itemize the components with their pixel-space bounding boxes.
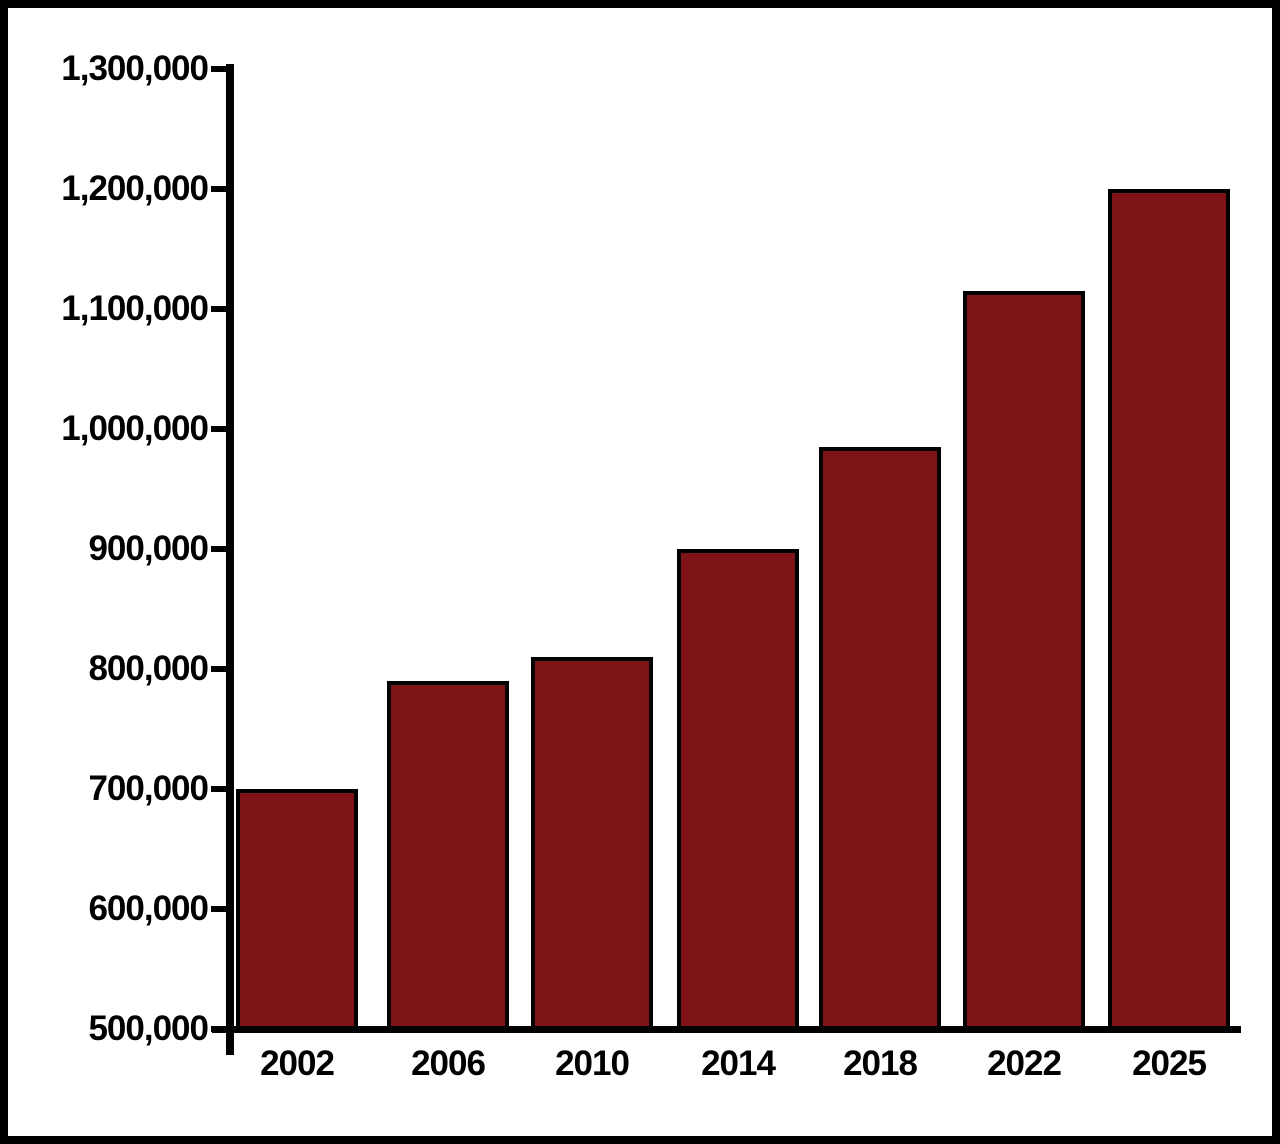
y-axis-tick-label: 500,000 bbox=[88, 1009, 209, 1048]
y-axis-tick-label: 1,300,000 bbox=[61, 49, 209, 88]
y-axis-tick-label: 800,000 bbox=[88, 649, 209, 688]
x-axis-label-2006: 2006 bbox=[411, 1044, 486, 1083]
y-axis-tick bbox=[211, 546, 229, 552]
bar-2025 bbox=[1108, 189, 1230, 1033]
y-axis-tick bbox=[211, 306, 229, 312]
y-axis-tick bbox=[211, 66, 229, 72]
bar-2006 bbox=[387, 681, 509, 1033]
x-axis-line bbox=[212, 1026, 1241, 1033]
x-axis-label-2018: 2018 bbox=[843, 1044, 918, 1083]
bar-2018 bbox=[819, 447, 941, 1033]
y-axis-tick-label: 1,100,000 bbox=[61, 289, 209, 328]
bar-2002 bbox=[236, 789, 358, 1033]
y-axis-tick bbox=[211, 906, 229, 912]
y-axis-tick bbox=[211, 666, 229, 672]
y-axis-tick-label: 900,000 bbox=[88, 529, 209, 568]
y-axis-tick bbox=[211, 786, 229, 792]
bar-chart: 500,000 600,000 700,000 800,000 900,000 1,000… bbox=[8, 8, 1272, 1136]
x-axis-label-2010: 2010 bbox=[555, 1044, 630, 1083]
y-axis-tick bbox=[211, 186, 229, 192]
x-axis-label-2014: 2014 bbox=[701, 1044, 776, 1083]
x-axis-label-2022: 2022 bbox=[987, 1044, 1062, 1083]
x-axis-label-2025: 2025 bbox=[1132, 1044, 1207, 1083]
y-axis-tick-label: 1,000,000 bbox=[61, 409, 209, 448]
bar-2022 bbox=[963, 291, 1085, 1033]
y-axis-tick bbox=[211, 1026, 229, 1032]
bar-2010 bbox=[531, 657, 653, 1033]
y-axis-line bbox=[226, 64, 234, 1055]
y-axis-tick-label: 700,000 bbox=[88, 769, 209, 808]
bar-2014 bbox=[677, 549, 799, 1033]
y-axis-tick-label: 1,200,000 bbox=[61, 169, 209, 208]
x-axis-label-2002: 2002 bbox=[260, 1044, 335, 1083]
y-axis-tick-label: 600,000 bbox=[88, 889, 209, 928]
y-axis-tick bbox=[211, 426, 229, 432]
